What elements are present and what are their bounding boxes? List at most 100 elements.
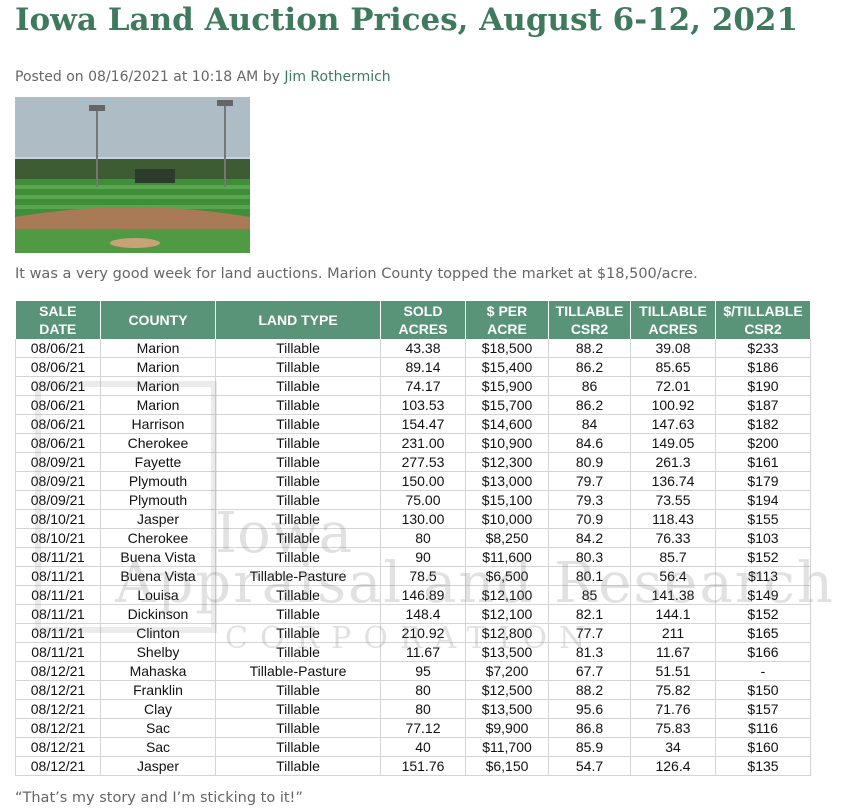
table-cell: Harrison [100,414,216,434]
column-header: $/TILLABLE CSR2 [715,301,811,339]
table-cell: 77.12 [380,718,466,738]
table-cell: 08/12/21 [15,756,101,776]
table-cell: Cherokee [100,528,216,548]
column-header: SALE DATE [15,301,101,339]
table-cell: $12,300 [465,452,549,472]
table-cell: 146.89 [380,585,466,605]
column-header: TILLABLE CSR2 [548,301,631,339]
table-cell: Tillable [215,452,381,472]
table-cell: 08/12/21 [15,699,101,719]
table-cell: 75.83 [630,718,716,738]
table-cell: 08/06/21 [15,339,101,358]
closing-quote: “That’s my story and I’m sticking to it!… [15,790,303,806]
table-cell: 11.67 [630,642,716,662]
table-cell: 08/12/21 [15,661,101,681]
table-row: 08/09/21 Plymouth Tillable 150.00 $13,000 79.… [15,471,811,491]
table-cell: $157 [715,699,811,719]
table-cell: Marion [100,395,216,415]
table-cell: 147.63 [630,414,716,434]
table-cell: 85 [548,585,631,605]
table-cell: Tillable [215,699,381,719]
table-cell: Tillable [215,414,381,434]
table-cell: Jasper [100,509,216,529]
table-cell: $165 [715,623,811,643]
table-cell: 231.00 [380,433,466,453]
table-cell: $116 [715,718,811,738]
table-cell: 150.00 [380,471,466,491]
table-cell: 149.05 [630,433,716,453]
column-header: COUNTY [100,301,216,339]
table-cell: 67.7 [548,661,631,681]
table-cell: 08/06/21 [15,395,101,415]
table-cell: 40 [380,737,466,757]
table-cell: 130.00 [380,509,466,529]
table-cell: 73.55 [630,490,716,510]
table-cell: Tillable [215,718,381,738]
table-cell: Clay [100,699,216,719]
table-cell: Cherokee [100,433,216,453]
table-cell: 89.14 [380,357,466,377]
table-row: 08/06/21 Marion Tillable 74.17 $15,900 86 72.0… [15,376,811,396]
table-cell: Clinton [100,623,216,643]
table-cell: 39.08 [630,339,716,358]
table-cell: 85.9 [548,737,631,757]
table-cell: $11,700 [465,737,549,757]
table-cell: 118.43 [630,509,716,529]
table-cell: $190 [715,376,811,396]
table-cell: 103.53 [380,395,466,415]
author-link[interactable]: Jim Rothermich [284,69,391,85]
table-row: 08/06/21 Marion Tillable 103.53 $15,700 86.2 1… [15,395,811,415]
table-cell: 86.2 [548,357,631,377]
table-cell: $166 [715,642,811,662]
table-cell: Jasper [100,756,216,776]
table-cell: 81.3 [548,642,631,662]
table-cell: $15,400 [465,357,549,377]
table-row: 08/06/21 Harrison Tillable 154.47 $14,600 84 1… [15,414,811,434]
table-cell: 80 [380,699,466,719]
table-cell: Buena Vista [100,566,216,586]
table-cell: $6,150 [465,756,549,776]
table-row: 08/10/21 Cherokee Tillable 80 $8,250 84.2 76.3… [15,528,811,548]
table-cell: 154.47 [380,414,466,434]
table-row: 08/11/21 Buena Vista Tillable 90 $11,600 80.3… [15,547,811,567]
intro-text: It was a very good week for land auction… [15,266,698,282]
table-cell: $10,900 [465,433,549,453]
table-cell: 43.38 [380,339,466,358]
table-row: 08/11/21 Louisa Tillable 146.89 $12,100 85 141… [15,585,811,605]
table-row: 08/11/21 Dickinson Tillable 148.4 $12,100 82.… [15,604,811,624]
table-row: 08/06/21 Marion Tillable 43.38 $18,500 88.2 39… [15,339,811,358]
table-cell: 08/11/21 [15,547,101,567]
table-cell: 11.67 [380,642,466,662]
table-cell: $155 [715,509,811,529]
photo [15,97,250,253]
table-cell: 72.01 [630,376,716,396]
table-cell: Mahaska [100,661,216,681]
table-cell: Marion [100,376,216,396]
table-cell: $15,900 [465,376,549,396]
table-cell: 211 [630,623,716,643]
table-cell: $233 [715,339,811,358]
table-cell: 80 [380,528,466,548]
table-cell: $160 [715,737,811,757]
table-cell: 08/06/21 [15,376,101,396]
table-cell: $161 [715,452,811,472]
table-cell: Tillable [215,471,381,491]
column-header: TILLABLE ACRES [630,301,716,339]
post-meta: Posted on 08/16/2021 at 10:18 AM by Jim … [15,69,391,85]
table-row: 08/09/21 Fayette Tillable 277.53 $12,300 80.9… [15,452,811,472]
table-cell: Marion [100,339,216,358]
table-cell: Tillable [215,642,381,662]
table-cell: 54.7 [548,756,631,776]
table-cell: 136.74 [630,471,716,491]
table-cell: 78.5 [380,566,466,586]
table-cell: $15,100 [465,490,549,510]
table-cell: 08/11/21 [15,604,101,624]
table-cell: 84.6 [548,433,631,453]
table-cell: 56.4 [630,566,716,586]
table-row: 08/12/21 Sac Tillable 40 $11,700 85.9 34 $160 [15,737,811,757]
column-header: SOLD ACRES [380,301,466,339]
table-cell: 75.82 [630,680,716,700]
table-cell: Plymouth [100,471,216,491]
table-cell: Tillable [215,357,381,377]
table-cell: 71.76 [630,699,716,719]
